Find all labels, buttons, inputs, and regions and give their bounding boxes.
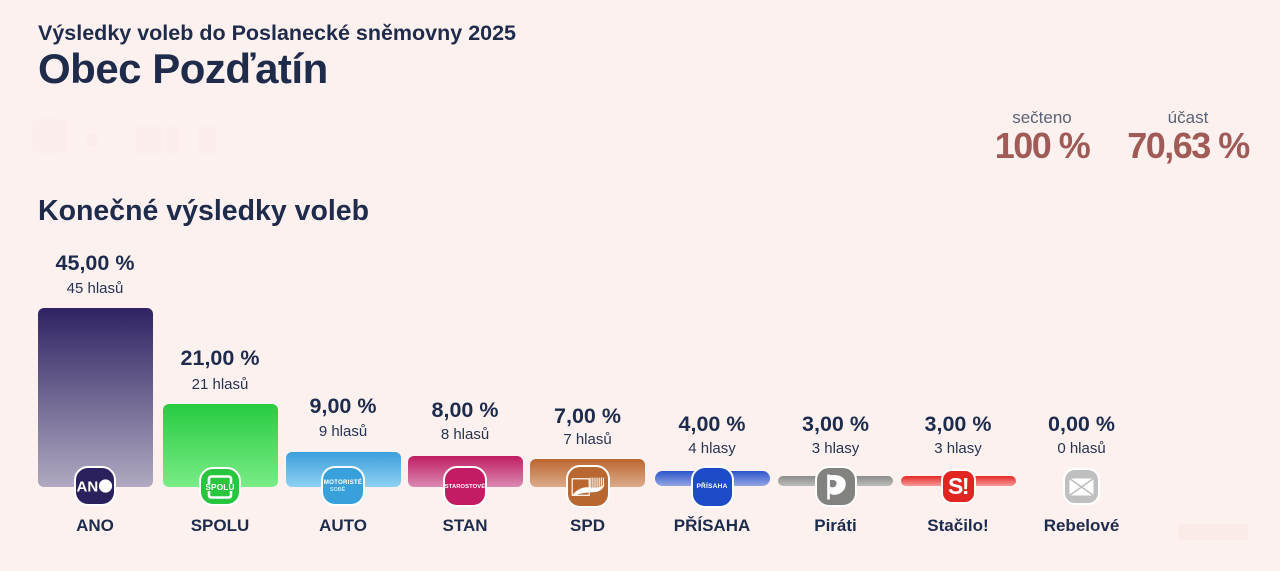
svg-text:SPOLU: SPOLU [205, 483, 234, 492]
svg-text:AN: AN [77, 479, 98, 495]
